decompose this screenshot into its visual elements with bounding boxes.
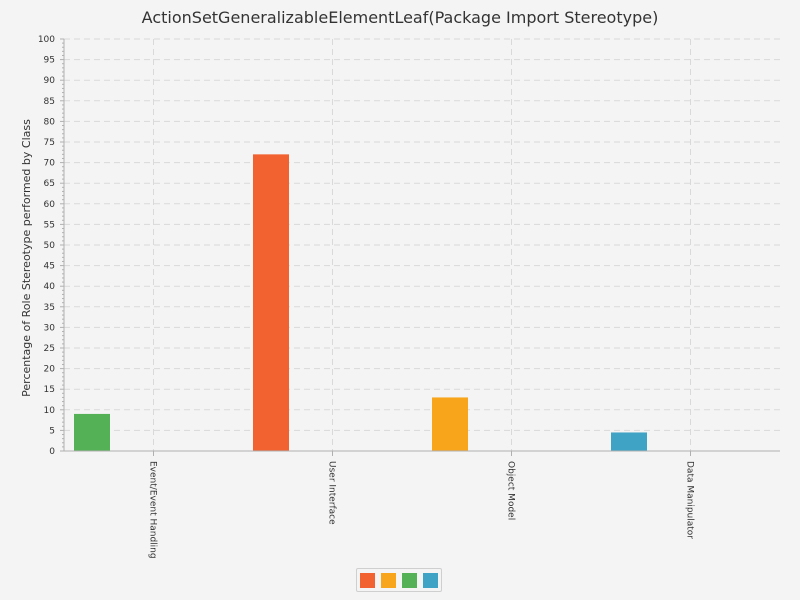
y-tick-label: 70 [44,159,56,169]
chart-title: ActionSetGeneralizableElementLeaf(Packag… [142,8,659,27]
y-tick-label: 60 [44,200,56,210]
y-tick-label: 85 [44,97,55,107]
y-tick-label: 0 [49,447,55,457]
legend-swatch [402,572,417,588]
y-tick-label: 80 [44,117,56,127]
y-tick-label: 95 [44,56,55,66]
bar-object-model [432,397,468,451]
bar-event-event-handling [74,413,110,451]
bar-data-manipulator [611,432,647,451]
y-tick-label: 55 [44,220,55,230]
legend [356,568,442,592]
y-tick-label: 90 [44,76,56,86]
x-tick-label: Object Model [506,461,516,520]
y-tick-label: 25 [44,344,55,354]
x-tick-label: User Interface [327,461,337,525]
legend-swatch [423,572,438,588]
y-axis-ticks: 0 5 10 15 20 25 30 35 40 45 50 55 60 65 70 75 80 85 90 95 10… [38,35,64,457]
y-tick-label: 45 [44,262,55,272]
y-tick-label: 50 [44,241,56,251]
y-tick-label: 40 [44,282,56,292]
y-tick-label: 100 [38,35,55,45]
bar-user-interface [253,154,289,452]
y-tick-label: 35 [44,303,55,313]
x-axis-ticks: Event/Event Handling User Interface Object… [148,451,695,559]
y-axis-label: Percentage of Role Stereotype performed … [20,119,33,397]
y-tick-label: 15 [44,385,55,395]
legend-swatch [360,572,375,588]
axes [63,39,780,452]
bars [74,154,647,452]
y-tick-label: 5 [49,426,55,436]
legend-swatch [381,572,396,588]
y-tick-label: 30 [44,323,56,333]
x-tick-label: Data Manipulator [685,461,695,539]
y-tick-label: 75 [44,138,55,148]
y-tick-label: 10 [44,406,56,416]
y-tick-label: 20 [44,365,56,375]
x-tick-label: Event/Event Handling [148,461,158,559]
y-tick-label: 65 [44,179,55,189]
grid [64,38,780,451]
